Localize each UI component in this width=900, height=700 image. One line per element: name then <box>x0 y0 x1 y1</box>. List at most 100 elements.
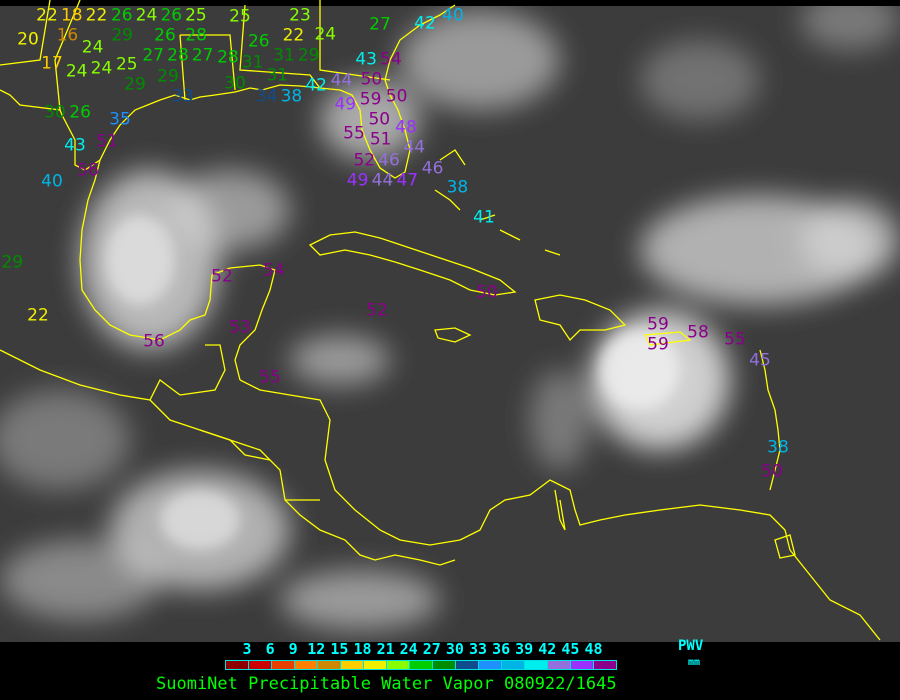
station-pwv-value: 58 <box>687 322 709 343</box>
legend-swatch <box>226 661 249 669</box>
legend-unit-mm: mm <box>688 657 701 668</box>
station-pwv-value: 49 <box>346 170 369 191</box>
station-pwv-value: 20 <box>17 29 39 50</box>
image-title: SuomiNet Precipitable Water Vapor 080922… <box>156 674 617 694</box>
station-pwv-value: 49 <box>334 94 357 115</box>
station-pwv-value: 25 <box>115 54 138 75</box>
legend-tick: 36 <box>492 640 511 658</box>
station-pwv-value: 34 <box>255 86 278 107</box>
legend-tick: 21 <box>376 640 395 658</box>
legend-bar: 3 6 9 12 15 18 21 24 27 30 33 36 39 42 45 48 <box>0 640 900 700</box>
station-pwv-value: 23 <box>289 5 311 26</box>
station-pwv-value: 26 <box>160 5 183 26</box>
station-pwv-value: 27 <box>191 45 214 66</box>
legend-swatch <box>410 661 433 669</box>
legend-tick: 18 <box>353 640 372 658</box>
station-pwv-value: 47 <box>396 170 419 191</box>
station-pwv-value: 35 <box>109 109 131 130</box>
station-pwv-value: 38 <box>280 86 303 106</box>
station-pwv-value: 26 <box>247 31 270 52</box>
legend-swatch <box>433 661 456 669</box>
station-pwv-value: 42 <box>414 13 436 34</box>
station-pwv-value: 38 <box>767 437 789 458</box>
station-pwv-value: 33 <box>172 86 194 107</box>
legend-swatch <box>594 661 616 669</box>
station-pwv-value: 50 <box>385 86 408 107</box>
station-pwv-value: 18 <box>60 5 83 26</box>
station-pwv-value: 22 <box>85 5 108 26</box>
south-america-coast <box>459 479 881 641</box>
puerto-rico <box>643 331 692 346</box>
station-pwv-value: 44 <box>330 70 353 91</box>
legend-tick: 9 <box>288 640 298 658</box>
station-pwv-value: 24 <box>65 61 88 82</box>
bahamas <box>434 149 561 256</box>
station-pwv-value: 31 <box>241 52 264 73</box>
station-pwv-value: 30 <box>224 73 246 94</box>
station-pwv-value: 46 <box>378 150 400 171</box>
station-pwv-value: 26 <box>69 102 91 123</box>
station-pwv-value: 27 <box>142 45 165 66</box>
station-pwv-value: 25 <box>229 6 251 27</box>
station-pwv-value: 38 <box>446 177 469 198</box>
legend-tick: 48 <box>584 640 603 658</box>
station-pwv-value: 43 <box>355 49 378 70</box>
station-pwv-value: 53 <box>229 317 251 338</box>
coastline-overlay <box>0 0 881 641</box>
legend-swatch <box>295 661 318 669</box>
legend-tick: 24 <box>399 640 418 658</box>
legend-swatch <box>318 661 341 669</box>
color-scale <box>225 660 617 670</box>
station-pwv-value: 24 <box>135 5 158 26</box>
legend-tick: 27 <box>422 640 441 658</box>
station-pwv-value: 24 <box>90 58 113 79</box>
legend-tick: 42 <box>538 640 557 658</box>
legend-tick: 45 <box>561 640 580 658</box>
legend-swatch <box>548 661 571 669</box>
station-pwv-value: 25 <box>185 5 207 26</box>
station-pwv-value: 45 <box>749 350 771 371</box>
cloud-layer <box>0 0 900 630</box>
legend-tick: 12 <box>307 640 326 658</box>
station-pwv-value: 29 <box>124 74 146 95</box>
station-pwv-value: 50 <box>476 282 498 303</box>
station-pwv-value: 51 <box>369 129 392 150</box>
station-pwv-value: 51 <box>96 131 118 152</box>
station-pwv-value: 29 <box>111 25 134 46</box>
legend-swatch <box>525 661 548 669</box>
station-pwv-value: 29 <box>157 66 179 87</box>
legend-swatch <box>341 661 364 669</box>
legend-swatch <box>502 661 525 669</box>
station-pwv-value: 29 <box>1 252 24 273</box>
station-pwv-value: 43 <box>64 135 86 156</box>
legend-unit-label: PWV <box>678 638 704 654</box>
station-pwv-value: 22 <box>27 305 49 326</box>
station-pwv-value: 59 <box>359 89 382 110</box>
station-pwv-value: 30 <box>44 102 66 123</box>
station-pwv-value: 17 <box>41 53 63 74</box>
mexico-coast <box>79 159 276 381</box>
station-pwv-value: 24 <box>81 37 104 58</box>
station-pwv-value: 40 <box>442 5 464 26</box>
satellite-image: 22 18 22 26 24 26 25 29 26 28 25 23 22 24 29 27 42 40 20 16… <box>0 0 900 642</box>
borders <box>0 0 391 501</box>
station-pwv-value: 48 <box>395 117 417 138</box>
central-america-coast <box>0 349 461 566</box>
jamaica <box>434 327 472 343</box>
station-pwv-value: 59 <box>647 334 669 355</box>
station-pwv-value: 55 <box>259 367 281 388</box>
legend-tick: 15 <box>330 640 349 658</box>
legend-swatch <box>571 661 594 669</box>
station-pwv-value: 28 <box>185 25 207 46</box>
station-pwv-value: 54 <box>263 260 285 281</box>
station-pwv-value: 40 <box>41 171 63 192</box>
station-pwv-value: 31 <box>273 45 295 66</box>
station-pwv-value: 59 <box>647 314 669 335</box>
station-pwv-value: 56 <box>77 160 99 181</box>
legend-swatch <box>364 661 387 669</box>
lesser-antilles <box>759 349 781 491</box>
us-gulf-coast <box>0 4 456 179</box>
legend-swatch <box>479 661 502 669</box>
station-pwv-value: 52 <box>366 300 388 321</box>
station-pwv-value: 42 <box>305 75 328 96</box>
